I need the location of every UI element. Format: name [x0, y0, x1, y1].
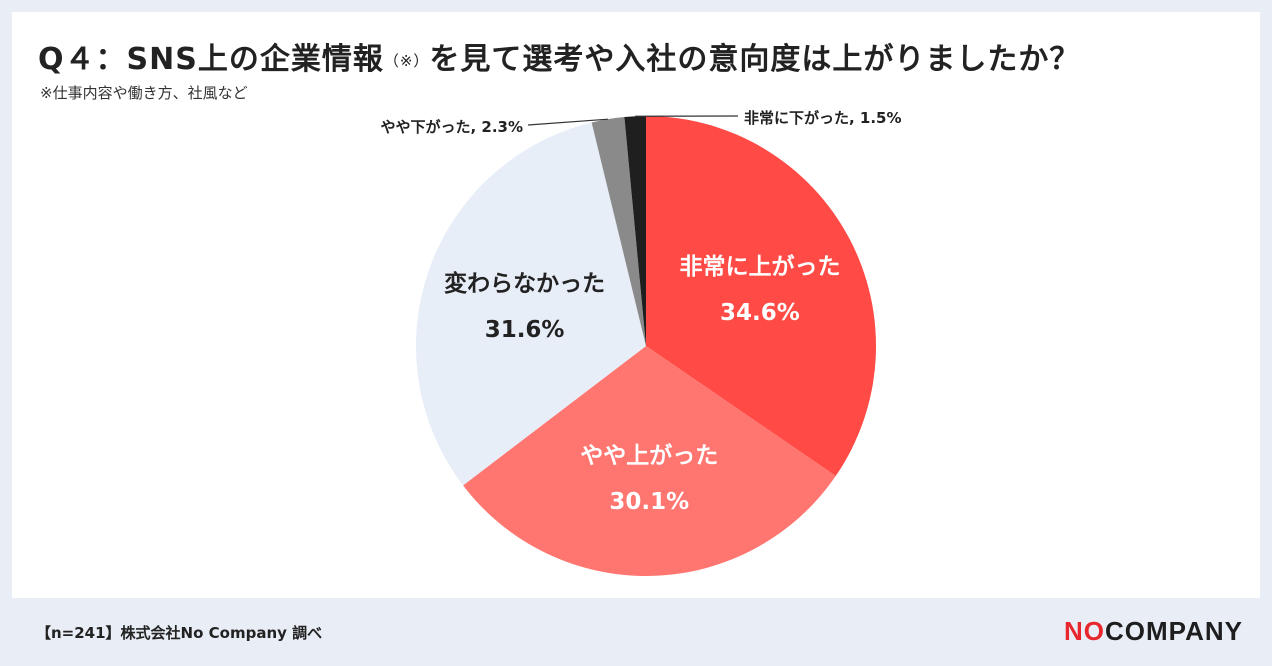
pie-slice-1: [646, 116, 876, 477]
slice-category-label-1: 非常に上がった: [679, 253, 840, 280]
logo-part-no: NO: [1064, 616, 1105, 646]
pie-slice-2: [463, 346, 836, 576]
source-note: 【n=241】株式会社No Company 調べ: [36, 624, 323, 642]
slice-category-label-2: やや上がった: [580, 442, 718, 469]
chart-subtitle: ※仕事内容や働き方、社風など: [40, 84, 248, 102]
chart-title: Q４：SNS上の企業情報（※）を見て選考や入社の意向度は上がりましたか？: [38, 34, 1080, 78]
slice-value-label-1: 34.6%: [720, 300, 800, 326]
company-logo: NOCOMPANY: [1064, 616, 1243, 647]
pie-slice-3: [416, 122, 646, 486]
title-note: （※）: [383, 52, 430, 70]
leader-line-4: [527, 118, 608, 126]
title-main: Q４：SNS上の企業情報: [38, 42, 384, 77]
title-rest: を見て選考や入社の意向度は上がりましたか？: [429, 42, 1081, 77]
pie-slice-4: [591, 117, 646, 347]
outside-label-5: 非常に下がった, 1.5%: [744, 109, 902, 127]
pie-slice-5: [624, 116, 646, 346]
slice-value-label-2: 30.1%: [609, 489, 689, 515]
logo-part-company: COMPANY: [1105, 616, 1243, 646]
slice-value-label-3: 31.6%: [485, 317, 565, 343]
outside-label-4: やや下がった, 2.3%: [380, 118, 523, 136]
slice-category-label-3: 変わらなかった: [444, 270, 605, 297]
